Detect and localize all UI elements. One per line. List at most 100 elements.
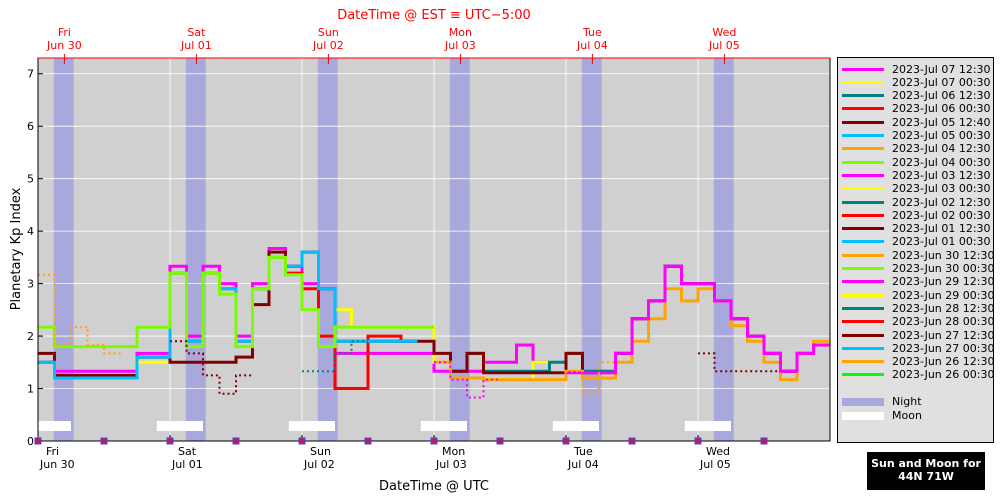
top-tick-label-date: Jul 03 — [444, 39, 476, 52]
x-tick-label-date: Jul 05 — [699, 458, 731, 471]
legend-swatch — [842, 107, 884, 111]
legend-item: 2023-Jun 26 12:30 — [842, 355, 994, 369]
x-axis-label: DateTime @ UTC — [379, 479, 489, 494]
y-tick-label: 0 — [27, 435, 34, 448]
x-tick-label-date: Jun 30 — [39, 458, 75, 471]
night-band — [713, 58, 734, 441]
legend-swatch — [842, 94, 884, 98]
legend-item: 2023-Jun 26 00:30 — [842, 368, 994, 382]
legend-swatch — [842, 333, 884, 337]
legend-label: 2023-Jul 03 12:30 — [892, 168, 991, 182]
x-tick-label-date: Jul 01 — [171, 458, 203, 471]
top-tick-label-day: Sat — [187, 26, 206, 39]
top-tick-label-date: Jul 05 — [708, 39, 740, 52]
legend-swatch — [842, 213, 884, 217]
x-tick-label-day: Sat — [178, 445, 197, 458]
y-tick-label: 3 — [27, 278, 34, 291]
legend: 2023-Jul 07 12:30 2023-Jul 07 00:30 2023-J… — [837, 57, 994, 443]
y-tick-label: 5 — [27, 173, 34, 186]
legend-label: 2023-Jun 28 12:30 — [892, 301, 995, 315]
legend-swatch — [842, 67, 884, 71]
x-tick-label-day: Mon — [442, 445, 465, 458]
legend-swatch — [842, 373, 884, 377]
legend-label: 2023-Jul 04 00:30 — [892, 155, 991, 169]
legend-label: Night — [892, 395, 922, 408]
series-line — [566, 264, 830, 375]
legend-label: 2023-Jun 27 12:30 — [892, 328, 995, 342]
legend-label: 2023-Jul 06 00:30 — [892, 102, 991, 116]
night-band — [185, 58, 206, 441]
moon-band — [552, 421, 599, 431]
night-band — [581, 58, 602, 441]
legend-item: 2023-Jul 07 00:30 — [842, 75, 991, 89]
legend-item: 2023-Jul 04 00:30 — [842, 155, 991, 169]
legend-swatch — [842, 227, 884, 231]
x-tick-label-date: Jul 02 — [303, 458, 335, 471]
top-tick-label-day: Sun — [318, 26, 339, 39]
legend-label: 2023-Jun 28 00:30 — [892, 315, 995, 329]
series-line — [170, 340, 253, 395]
axis-marker — [628, 437, 636, 445]
top-tick-label-day: Wed — [712, 26, 736, 39]
legend-item: 2023-Jun 29 00:30 — [842, 288, 994, 302]
y-axis-label: Planetary Kp Index — [9, 187, 24, 310]
axis-marker — [298, 437, 306, 445]
legend-label: 2023-Jul 05 12:40 — [892, 115, 991, 129]
legend-swatch — [842, 80, 884, 84]
legend-swatch — [842, 200, 884, 204]
legend-swatch — [842, 173, 884, 177]
axis-marker — [364, 437, 372, 445]
series-line — [38, 255, 434, 349]
legend-swatch — [842, 134, 884, 137]
legend-label: 2023-Jul 02 12:30 — [892, 195, 991, 209]
axis-marker — [34, 437, 42, 445]
x-tick-label-day: Sun — [310, 445, 331, 458]
axis-marker — [694, 437, 702, 445]
legend-label: 2023-Jul 07 12:30 — [892, 62, 991, 76]
legend-item: 2023-Jul 07 12:30 — [842, 62, 991, 76]
y-tick-label: 2 — [27, 330, 34, 343]
legend-label: 2023-Jun 30 00:30 — [892, 262, 995, 275]
top-tick-label-date: Jul 04 — [576, 39, 608, 52]
x-tick-label-day: Wed — [706, 445, 730, 458]
top-tick-label-day: Fri — [58, 26, 71, 39]
legend-item: 2023-Jul 01 12:30 — [842, 222, 991, 236]
legend-swatch — [842, 120, 884, 124]
night-band — [53, 58, 74, 441]
legend-swatch — [842, 267, 884, 270]
legend-label: 2023-Jul 01 12:30 — [892, 222, 991, 236]
legend-swatch — [842, 280, 884, 284]
series-line — [38, 247, 550, 373]
legend-swatch — [842, 147, 884, 151]
moon-band — [420, 421, 467, 431]
night-band — [449, 58, 470, 441]
top-title: DateTime @ EST ≡ UTC−5:00 — [337, 8, 531, 23]
legend-item: 2023-Jun 27 12:30 — [842, 328, 994, 342]
legend-item: 2023-Jul 02 00:30 — [842, 208, 991, 222]
axis-marker — [760, 437, 768, 445]
legend-item: 2023-Jun 29 12:30 — [842, 275, 994, 289]
top-tick-label-date: Jul 01 — [180, 39, 212, 52]
y-tick-label: 7 — [27, 68, 34, 81]
series-line — [38, 273, 121, 355]
legend-item: 2023-Jun 28 00:30 — [842, 315, 994, 329]
legend-item: 2023-Jul 06 12:30 — [842, 89, 991, 103]
sun-and-moon-button[interactable]: Sun and Moon for 44N 71W — [867, 452, 985, 490]
legend-item: 2023-Jul 01 00:30 — [842, 235, 991, 249]
legend-label: 2023-Jun 29 12:30 — [892, 275, 995, 289]
axis-marker — [496, 437, 504, 445]
moon-band — [684, 421, 731, 431]
legend-label: Moon — [892, 409, 922, 422]
series-line — [698, 352, 781, 373]
axis-marker — [430, 437, 438, 445]
legend-label: 2023-Jul 03 00:30 — [892, 182, 991, 196]
legend-label: 2023-Jul 06 12:30 — [892, 89, 991, 103]
legend-item: 2023-Jul 06 00:30 — [842, 102, 991, 116]
x-tick-label-date: Jul 04 — [567, 458, 599, 471]
legend-item: 2023-Jun 30 00:30 — [842, 262, 994, 276]
legend-item: 2023-Jul 05 00:30 — [842, 129, 991, 143]
x-tick-label-date: Jul 03 — [435, 458, 467, 471]
legend-item: 2023-Jul 03 12:30 — [842, 168, 991, 182]
legend-item: Night — [842, 395, 922, 409]
